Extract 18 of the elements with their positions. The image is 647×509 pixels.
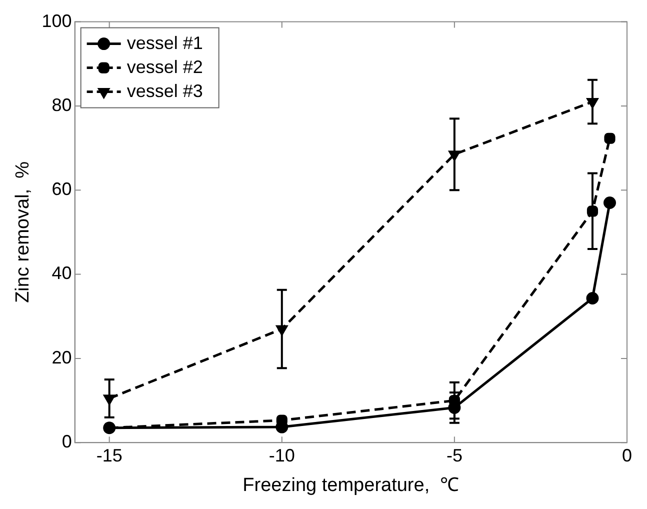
legend-label: vessel #1 <box>126 32 203 53</box>
legend-label: vessel #2 <box>126 56 203 77</box>
y-tick-label: 60 <box>52 179 72 200</box>
y-tick-label: 40 <box>52 263 72 284</box>
point <box>604 132 616 144</box>
x-axis-title: Freezing temperature, ℃ <box>242 474 460 496</box>
y-axis-title: Zinc removal, % <box>12 161 34 303</box>
y-tick-label: 100 <box>42 10 72 31</box>
x-tick-label: -5 <box>446 445 462 466</box>
y-tick-label: 80 <box>52 94 72 115</box>
y-tick-label: 0 <box>62 432 72 452</box>
x-tick-label: -15 <box>96 445 122 466</box>
point <box>586 292 599 305</box>
x-tick-label: 0 <box>622 445 632 466</box>
x-tick-label: -10 <box>268 445 295 466</box>
legend-label: vessel #3 <box>126 80 203 101</box>
point <box>603 196 616 209</box>
y-tick-label: 20 <box>52 347 72 368</box>
